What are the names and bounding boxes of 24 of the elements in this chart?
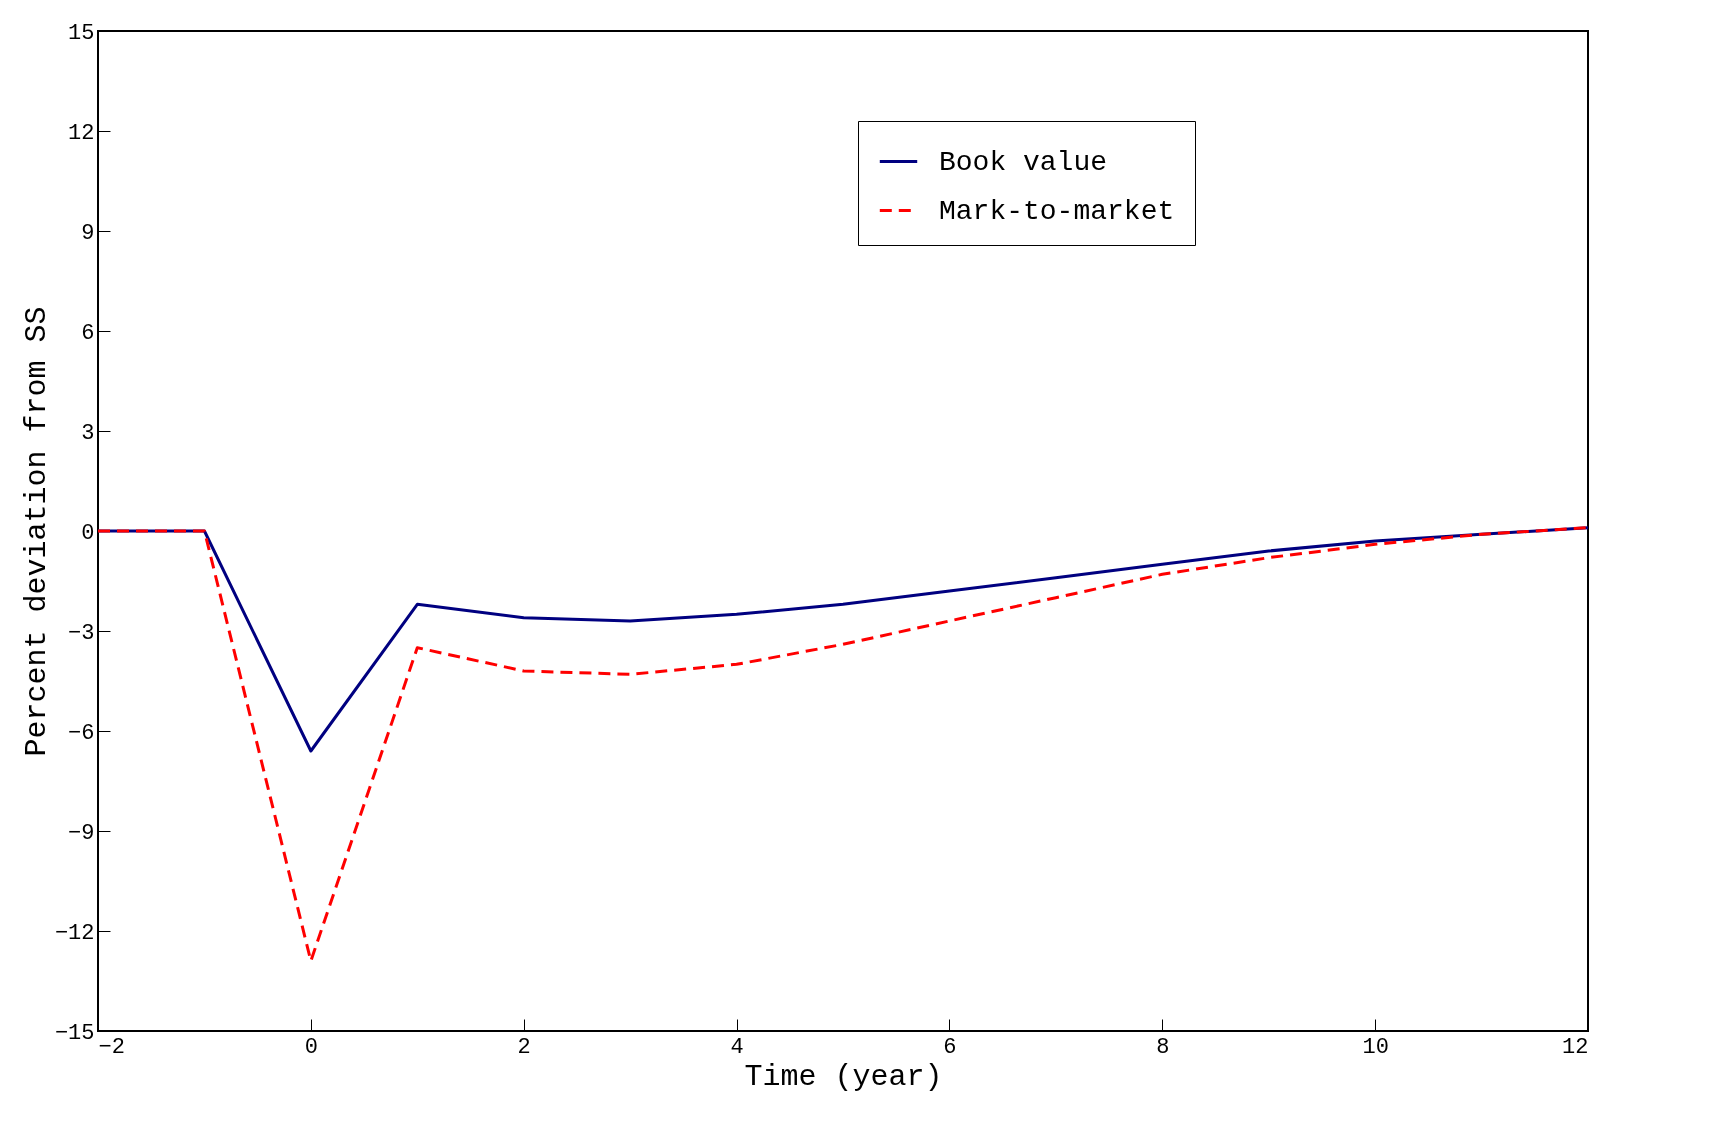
y-axis-title: Percent deviation from SS bbox=[19, 306, 54, 757]
y-tick-label: 12 bbox=[68, 120, 95, 146]
x-tick-label: 2 bbox=[517, 1034, 531, 1060]
x-tick-label: 4 bbox=[730, 1034, 744, 1060]
y-tick-label: −9 bbox=[68, 820, 95, 846]
x-tick-label: 0 bbox=[304, 1034, 318, 1060]
x-tick-label: −2 bbox=[98, 1034, 125, 1060]
y-tick-label: −12 bbox=[54, 920, 95, 946]
y-tick-label: 9 bbox=[81, 220, 95, 246]
y-tick-label: −15 bbox=[54, 1020, 95, 1046]
legend-label: Mark-to-market bbox=[939, 195, 1175, 227]
x-tick-label: 8 bbox=[1156, 1034, 1170, 1060]
y-tick-label: 15 bbox=[68, 20, 95, 46]
y-tick-label: −3 bbox=[68, 620, 95, 646]
y-tick-label: 3 bbox=[81, 420, 95, 446]
x-axis-title: Time (year) bbox=[744, 1059, 943, 1094]
legend-label: Book value bbox=[939, 146, 1108, 178]
x-tick-label: 12 bbox=[1562, 1034, 1589, 1060]
y-tick-label: −6 bbox=[68, 720, 95, 746]
y-tick-label: 6 bbox=[81, 320, 95, 346]
line-series bbox=[98, 526, 1588, 963]
x-tick-label: 10 bbox=[1362, 1034, 1389, 1060]
y-tick-label: 0 bbox=[81, 520, 95, 546]
x-tick-label: 6 bbox=[943, 1034, 957, 1060]
